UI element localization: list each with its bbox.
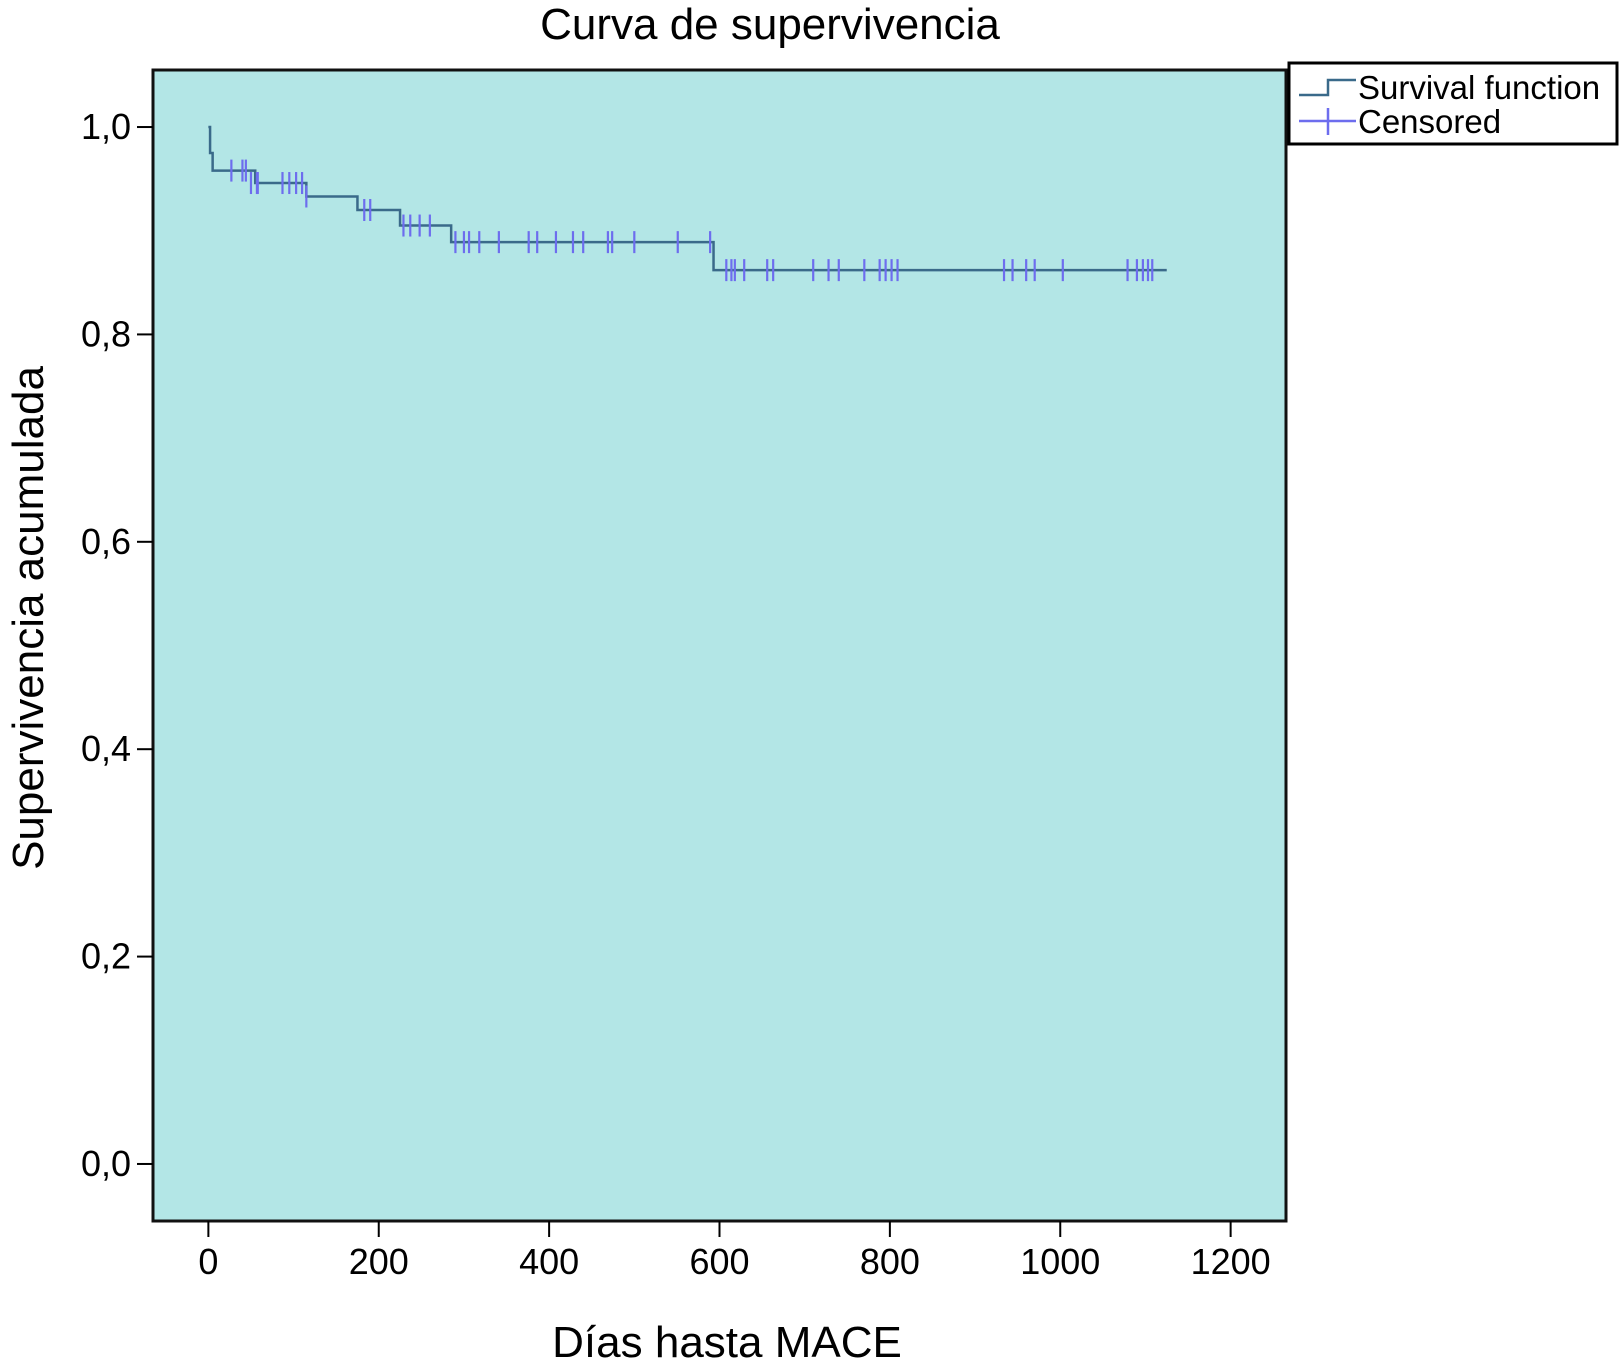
y-tick-label: 0,4: [81, 728, 131, 769]
censored-marks: [230, 159, 1154, 282]
x-tick-label: 200: [349, 1241, 409, 1282]
y-axis: 0,0 0,2 0,4 0,6 0,8 1,0: [81, 106, 153, 1184]
x-tick-label: 0: [198, 1241, 218, 1282]
legend-survival-label: Survival function: [1358, 69, 1600, 106]
plot-area: [151, 68, 1288, 1223]
chart-title: Curva de supervivencia: [540, 0, 1000, 49]
x-tick-label: 400: [519, 1241, 579, 1282]
x-axis-label: Días hasta MACE: [552, 1318, 902, 1367]
legend-box: [1287, 61, 1619, 146]
y-tick-label: 0,8: [81, 313, 131, 354]
x-tick-label: 600: [689, 1241, 749, 1282]
y-tick-label: 0,0: [81, 1143, 131, 1184]
x-tick-label: 800: [860, 1241, 920, 1282]
y-tick-label: 0,2: [81, 936, 131, 977]
y-axis-label: Supervivencia acumulada: [4, 366, 53, 870]
y-tick-label: 1,0: [81, 106, 131, 147]
survival-function-line: [208, 125, 1167, 272]
x-axis: 0 200 400 600 800 1000 1200: [198, 1221, 1271, 1282]
x-tick-label: 1200: [1191, 1241, 1271, 1282]
x-tick-label: 1000: [1020, 1241, 1100, 1282]
legend-censored-label: Censored: [1358, 103, 1501, 140]
legend-survival-icon: [1299, 78, 1356, 97]
y-tick-label: 0,6: [81, 521, 131, 562]
legend: Survival function Censored: [1287, 61, 1619, 146]
